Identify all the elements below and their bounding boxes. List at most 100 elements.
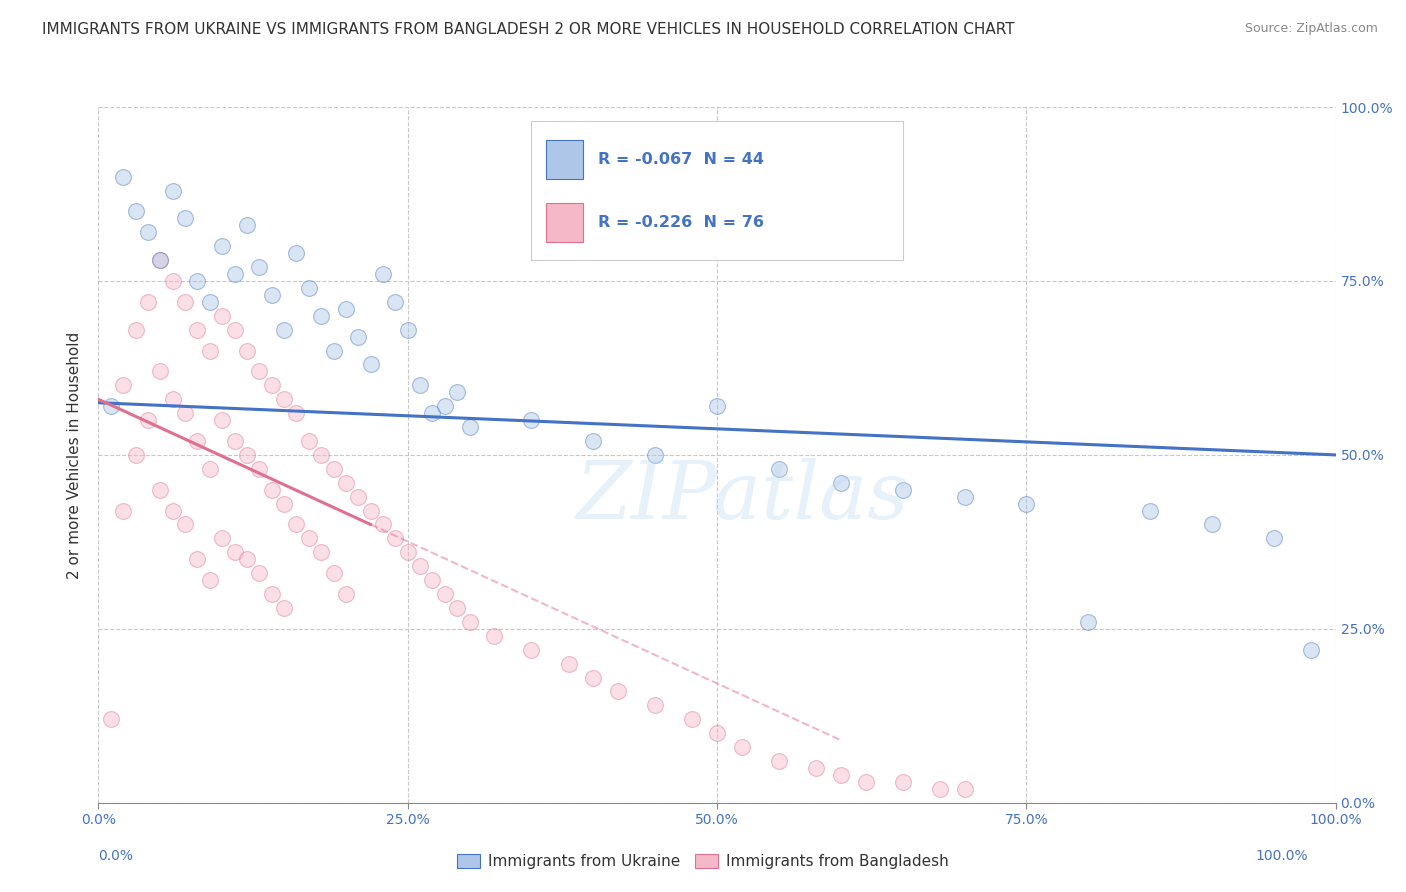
Text: IMMIGRANTS FROM UKRAINE VS IMMIGRANTS FROM BANGLADESH 2 OR MORE VEHICLES IN HOUS: IMMIGRANTS FROM UKRAINE VS IMMIGRANTS FR… (42, 22, 1015, 37)
Point (446, 601, 468, 615)
Point (891, 483, 914, 497)
Point (162, 274, 184, 288)
Point (891, 775, 914, 789)
Point (100, 712, 122, 726)
Point (830, 475, 852, 490)
Point (273, 323, 295, 337)
Point (309, 309, 332, 323)
Point (298, 532, 321, 546)
Point (371, 267, 394, 281)
Point (174, 406, 197, 420)
Y-axis label: 2 or more Vehicles in Household: 2 or more Vehicles in Household (67, 331, 83, 579)
Point (433, 587, 456, 601)
Point (260, 378, 283, 392)
Point (149, 253, 172, 268)
Point (273, 392, 295, 407)
Point (928, 781, 950, 796)
Point (953, 490, 976, 504)
Point (768, 754, 790, 768)
Point (384, 532, 406, 546)
Point (446, 385, 468, 400)
Point (855, 775, 877, 789)
Point (260, 483, 283, 497)
Point (260, 587, 283, 601)
Point (211, 532, 233, 546)
Point (198, 573, 221, 587)
Point (124, 448, 146, 462)
Point (149, 483, 172, 497)
Point (224, 434, 246, 448)
Point (360, 503, 382, 517)
Point (830, 768, 852, 782)
Point (458, 420, 481, 434)
Point (520, 642, 543, 657)
Point (186, 434, 208, 448)
Point (335, 587, 357, 601)
Point (298, 281, 321, 295)
Point (644, 698, 666, 713)
Point (322, 566, 344, 581)
Point (174, 294, 197, 309)
Point (1299, 642, 1322, 657)
Point (186, 323, 208, 337)
Point (136, 225, 159, 239)
Point (112, 378, 135, 392)
Point (285, 406, 308, 420)
Point (112, 169, 135, 184)
Point (136, 413, 159, 427)
Point (335, 301, 357, 316)
Point (298, 434, 321, 448)
Point (371, 517, 394, 532)
Point (804, 761, 827, 775)
Point (224, 323, 246, 337)
Point (557, 657, 579, 671)
Text: Source: ZipAtlas.com: Source: ZipAtlas.com (1244, 22, 1378, 36)
Point (681, 712, 703, 726)
Point (247, 364, 270, 378)
Point (422, 573, 444, 587)
Point (247, 566, 270, 581)
Point (706, 726, 728, 740)
Point (1015, 497, 1038, 511)
Point (211, 309, 233, 323)
Point (236, 552, 259, 566)
Text: ZIPatlas: ZIPatlas (575, 458, 908, 535)
Point (1263, 532, 1285, 546)
Point (186, 552, 208, 566)
Point (211, 239, 233, 253)
Point (174, 517, 197, 532)
Point (384, 294, 406, 309)
Legend: Immigrants from Ukraine, Immigrants from Bangladesh: Immigrants from Ukraine, Immigrants from… (451, 848, 955, 875)
Point (422, 406, 444, 420)
Point (236, 219, 259, 233)
Point (112, 503, 135, 517)
Point (247, 260, 270, 274)
Point (309, 448, 332, 462)
Point (162, 503, 184, 517)
Point (582, 671, 605, 685)
Point (360, 358, 382, 372)
Point (124, 323, 146, 337)
Point (174, 211, 197, 226)
Point (198, 462, 221, 476)
Point (396, 545, 419, 559)
Point (198, 294, 221, 309)
Point (607, 684, 630, 698)
Point (260, 288, 283, 302)
Point (247, 462, 270, 476)
Point (136, 294, 159, 309)
Point (211, 413, 233, 427)
Point (186, 274, 208, 288)
Point (309, 545, 332, 559)
Point (273, 497, 295, 511)
Point (236, 343, 259, 358)
Point (433, 399, 456, 413)
Point (731, 740, 754, 755)
Point (409, 378, 432, 392)
Point (768, 462, 790, 476)
Point (285, 246, 308, 260)
Point (458, 615, 481, 629)
Point (1139, 503, 1161, 517)
Point (644, 448, 666, 462)
Point (100, 399, 122, 413)
